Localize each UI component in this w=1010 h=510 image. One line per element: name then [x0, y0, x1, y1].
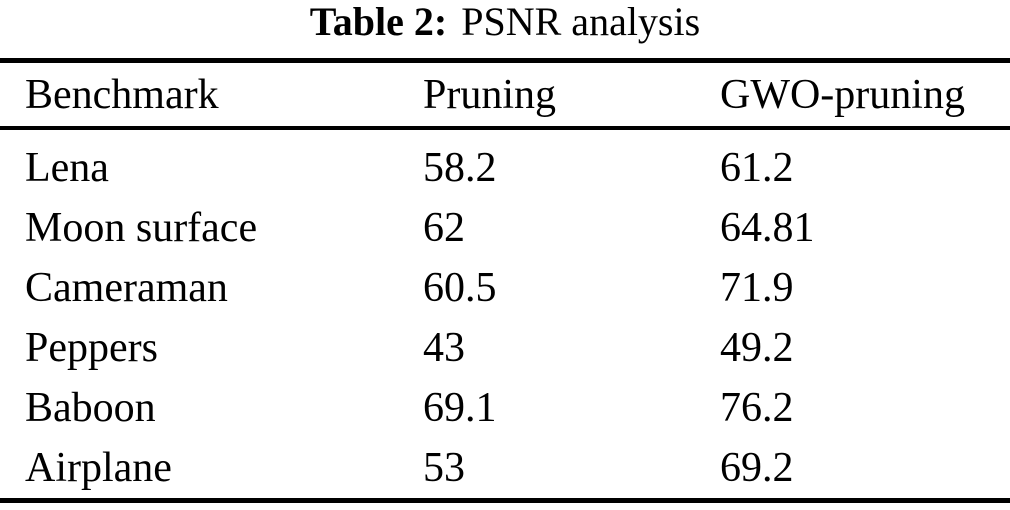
- table-row: Cameraman 60.5 71.9: [0, 258, 1010, 318]
- cell-gwo-pruning: 61.2: [720, 145, 794, 191]
- cell-pruning: 69.1: [423, 385, 497, 431]
- table-caption-title: PSNR analysis: [461, 0, 701, 44]
- cell-pruning: 60.5: [423, 265, 497, 311]
- cell-gwo-pruning: 76.2: [720, 385, 794, 431]
- cell-gwo-pruning: 49.2: [720, 325, 794, 371]
- table-row: Baboon 69.1 76.2: [0, 378, 1010, 438]
- table-row: Airplane 53 69.2: [0, 438, 1010, 498]
- cell-benchmark: Peppers: [25, 325, 158, 371]
- cell-pruning: 58.2: [423, 145, 497, 191]
- header-pruning: Pruning: [423, 71, 557, 118]
- table-header-rule: [0, 126, 1010, 130]
- cell-gwo-pruning: 64.81: [720, 205, 815, 251]
- table-header-row: Benchmark Pruning GWO-pruning: [0, 63, 1010, 126]
- cell-pruning: 43: [423, 325, 465, 371]
- cell-gwo-pruning: 69.2: [720, 445, 794, 491]
- table-row: Moon surface 62 64.81: [0, 198, 1010, 258]
- header-benchmark: Benchmark: [25, 71, 219, 118]
- cell-pruning: 53: [423, 445, 465, 491]
- cell-benchmark: Baboon: [25, 385, 156, 431]
- table-top-rule: [0, 58, 1010, 63]
- table-bottom-rule: [0, 498, 1010, 503]
- cell-benchmark: Lena: [25, 145, 109, 191]
- cell-benchmark: Airplane: [25, 445, 172, 491]
- cell-benchmark: Cameraman: [25, 265, 228, 311]
- table-body: Lena 58.2 61.2 Moon surface 62 64.81 Cam…: [0, 130, 1010, 498]
- table-row: Peppers 43 49.2: [0, 318, 1010, 378]
- table-row: Lena 58.2 61.2: [0, 138, 1010, 198]
- cell-pruning: 62: [423, 205, 465, 251]
- cell-benchmark: Moon surface: [25, 205, 258, 251]
- table-caption-label: Table 2:: [309, 0, 448, 44]
- header-gwo-pruning: GWO-pruning: [720, 71, 965, 118]
- table-caption: Table 2: PSNR analysis: [0, 2, 1010, 42]
- cell-gwo-pruning: 71.9: [720, 265, 794, 311]
